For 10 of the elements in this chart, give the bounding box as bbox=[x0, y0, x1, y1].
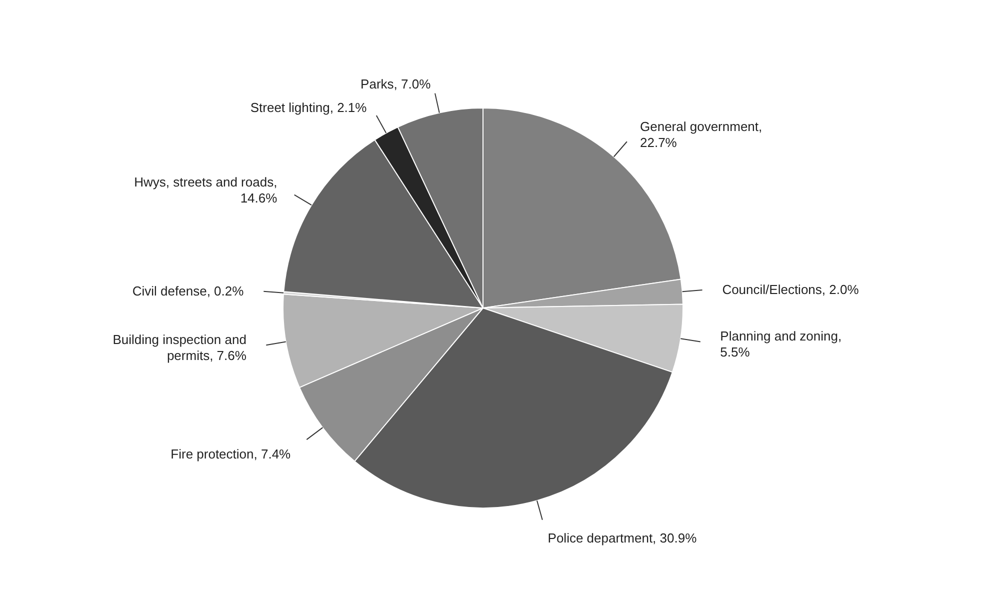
slice-label: Civil defense, 0.2% bbox=[132, 283, 244, 298]
slice-label: Building inspection and permits, 7.6% bbox=[112, 331, 247, 362]
slice-label: Planning and zoning, 5.5% bbox=[720, 328, 842, 359]
slice-label: Fire protection, 7.4% bbox=[170, 446, 292, 462]
slice-label: Street lighting, 2.1% bbox=[250, 99, 368, 114]
slice-label: Parks, 7.0% bbox=[360, 76, 432, 92]
slice-label: Hwys, streets and roads, 14.6% bbox=[134, 174, 278, 206]
slice-label: General government, 22.7% bbox=[640, 118, 762, 150]
slice-label: Council/Elections, 2.0% bbox=[722, 282, 860, 297]
slice-label: Police department, 30.9% bbox=[548, 530, 698, 545]
